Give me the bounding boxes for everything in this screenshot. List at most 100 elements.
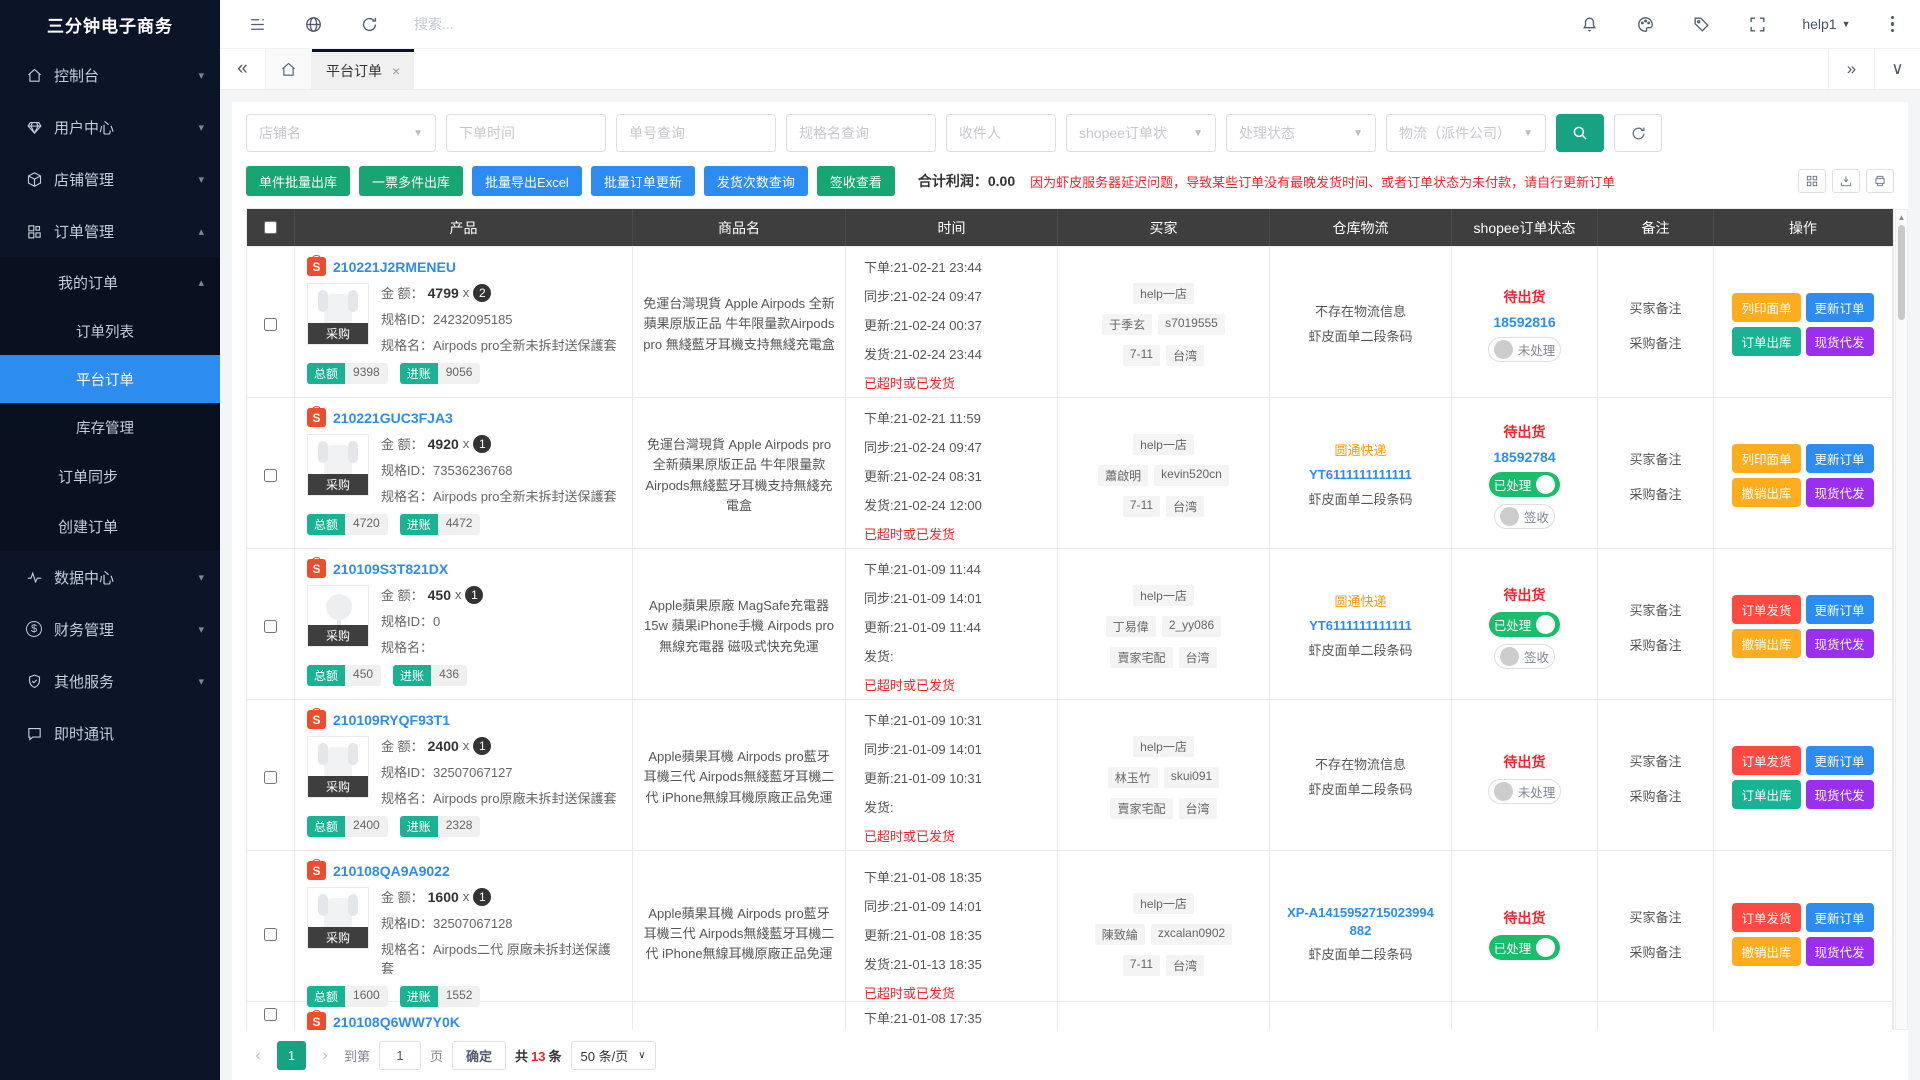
row-checkbox[interactable]: [264, 469, 277, 482]
prev-page-button[interactable]: ‹: [255, 1046, 261, 1064]
toggle-已处理[interactable]: 已处理: [1488, 611, 1561, 637]
订单发货-button[interactable]: 订单发货: [1732, 746, 1801, 775]
filter-select-处理状态[interactable]: 处理状态 ▼: [1226, 114, 1376, 152]
goto-page-input[interactable]: [379, 1041, 422, 1070]
fullscreen-icon[interactable]: [1746, 13, 1768, 35]
sidebar-item-订单列表[interactable]: 订单列表: [0, 307, 220, 355]
filter-input-单号查询[interactable]: 单号查询: [616, 114, 776, 152]
批量订单更新-button[interactable]: 批量订单更新: [590, 166, 695, 196]
toggle-已处理[interactable]: 已处理: [1488, 935, 1561, 960]
remark-link[interactable]: 买家备注: [1629, 451, 1682, 467]
列印面单-button[interactable]: 列印面单: [1732, 293, 1801, 322]
remark-link[interactable]: 采购备注: [1629, 788, 1682, 804]
toggle-签收[interactable]: 签收: [1493, 504, 1555, 529]
tab-options-button[interactable]: ∨: [1874, 49, 1920, 89]
page-size-select[interactable]: 50 条/页 ∨: [570, 1041, 656, 1070]
remark-link[interactable]: 买家备注: [1629, 910, 1682, 925]
home-tab[interactable]: [266, 49, 312, 89]
现货代发-button[interactable]: 现货代发: [1805, 629, 1874, 658]
现货代发-button[interactable]: 现货代发: [1805, 780, 1874, 809]
toggle-签收[interactable]: 签收: [1493, 643, 1555, 669]
menu-icon[interactable]: [246, 13, 268, 35]
filter-select-shopee订单状[interactable]: shopee订单状 ▼: [1066, 114, 1216, 152]
remark-link[interactable]: 买家备注: [1629, 300, 1682, 316]
一票多件出库-button[interactable]: 一票多件出库: [359, 166, 464, 196]
order-number-link[interactable]: 210221GUC3FJA3: [333, 409, 453, 426]
export-button[interactable]: [1832, 169, 1860, 193]
grid-button[interactable]: [1798, 169, 1826, 193]
expand-tabs-button[interactable]: »: [1828, 49, 1874, 89]
toggle-未处理[interactable]: 未处理: [1487, 778, 1562, 804]
scroll-up-icon[interactable]: ▲: [1897, 213, 1906, 222]
订单出库-button[interactable]: 订单出库: [1732, 780, 1801, 809]
bell-icon[interactable]: [1578, 13, 1600, 35]
purchase-badge[interactable]: 采购: [308, 927, 368, 948]
更新订单-button[interactable]: 更新订单: [1805, 444, 1874, 473]
sidebar-item-用户中心[interactable]: 用户中心 ▾: [0, 101, 220, 153]
更新订单-button[interactable]: 更新订单: [1805, 293, 1874, 322]
remark-link[interactable]: 采购备注: [1629, 637, 1682, 653]
order-number-link[interactable]: 210109RYQF93T1: [333, 711, 450, 728]
row-checkbox[interactable]: [264, 620, 277, 633]
撤销出库-button[interactable]: 撤销出库: [1732, 478, 1801, 507]
filter-input-收件人[interactable]: 收件人: [946, 114, 1056, 152]
search-input[interactable]: [414, 16, 714, 32]
table-scrollbar[interactable]: ▲: [1895, 209, 1908, 1030]
sidebar-item-库存管理[interactable]: 库存管理: [0, 403, 220, 451]
sidebar-item-创建订单[interactable]: 创建订单: [0, 501, 220, 551]
collapse-tabs-button[interactable]: «: [220, 49, 266, 89]
sidebar-item-控制台[interactable]: 控制台 ▾: [0, 49, 220, 101]
page-1-button[interactable]: 1: [277, 1041, 306, 1070]
print-button[interactable]: [1866, 169, 1894, 193]
toggle-未处理[interactable]: 未处理: [1487, 337, 1562, 362]
search-button[interactable]: [1556, 114, 1604, 152]
filter-input-下单时间[interactable]: 下单时间: [446, 114, 606, 152]
批量导出Excel-button[interactable]: 批量导出Excel: [472, 166, 582, 196]
purchase-badge[interactable]: 采购: [308, 323, 368, 344]
more-icon[interactable]: [1885, 14, 1901, 35]
现货代发-button[interactable]: 现货代发: [1805, 478, 1874, 507]
order-number-link[interactable]: 210108QA9A9022: [333, 862, 450, 879]
tag-icon[interactable]: [1690, 13, 1712, 35]
scrollbar-thumb[interactable]: [1898, 225, 1905, 320]
filter-input-规格名查询[interactable]: 规格名查询: [786, 114, 936, 152]
order-number-link[interactable]: 210108Q6WW7Y0K: [333, 1013, 460, 1030]
单件批量出库-button[interactable]: 单件批量出库: [246, 166, 351, 196]
列印面单-button[interactable]: 列印面单: [1732, 444, 1801, 473]
现货代发-button[interactable]: 现货代发: [1805, 936, 1874, 966]
发货次数查询-button[interactable]: 发货次数查询: [703, 166, 808, 196]
globe-icon[interactable]: [302, 13, 324, 35]
sidebar-item-订单同步[interactable]: 订单同步: [0, 451, 220, 501]
purchase-badge[interactable]: 采购: [308, 474, 368, 495]
tab-platform-orders[interactable]: 平台订单 ×: [312, 49, 415, 89]
purchase-badge[interactable]: 采购: [308, 625, 368, 646]
filter-select-物流（派件公司）[interactable]: 物流（派件公司） ▼: [1386, 114, 1546, 152]
sidebar-item-订单管理[interactable]: 订单管理 ▴: [0, 205, 220, 257]
现货代发-button[interactable]: 现货代发: [1805, 327, 1874, 356]
remark-link[interactable]: 采购备注: [1629, 945, 1682, 960]
sidebar-item-店铺管理[interactable]: 店铺管理 ▾: [0, 153, 220, 205]
订单发货-button[interactable]: 订单发货: [1732, 595, 1801, 624]
purchase-badge[interactable]: 采购: [308, 776, 368, 797]
订单出库-button[interactable]: 订单出库: [1732, 327, 1801, 356]
订单发货-button[interactable]: 订单发货: [1732, 902, 1801, 932]
sidebar-item-平台订单[interactable]: 平台订单: [0, 355, 220, 403]
refresh-results-button[interactable]: [1614, 114, 1662, 152]
row-checkbox[interactable]: [264, 771, 277, 784]
filter-select-店铺名[interactable]: 店铺名 ▼: [246, 114, 436, 152]
order-number-link[interactable]: 210109S3T821DX: [333, 560, 449, 577]
row-checkbox[interactable]: [264, 927, 277, 941]
remark-link[interactable]: 买家备注: [1629, 753, 1682, 769]
row-checkbox[interactable]: [264, 318, 277, 331]
撤销出库-button[interactable]: 撤销出库: [1732, 629, 1801, 658]
next-page-button[interactable]: ›: [322, 1046, 328, 1064]
confirm-page-button[interactable]: 确定: [452, 1041, 507, 1070]
toggle-已处理[interactable]: 已处理: [1488, 472, 1561, 497]
order-number-link[interactable]: 210221J2RMENEU: [333, 258, 456, 275]
更新订单-button[interactable]: 更新订单: [1805, 595, 1874, 624]
撤销出库-button[interactable]: 撤销出库: [1732, 936, 1801, 966]
签收查看-button[interactable]: 签收查看: [816, 166, 895, 196]
refresh-icon[interactable]: [358, 13, 380, 35]
更新订单-button[interactable]: 更新订单: [1805, 902, 1874, 932]
palette-icon[interactable]: [1634, 13, 1656, 35]
